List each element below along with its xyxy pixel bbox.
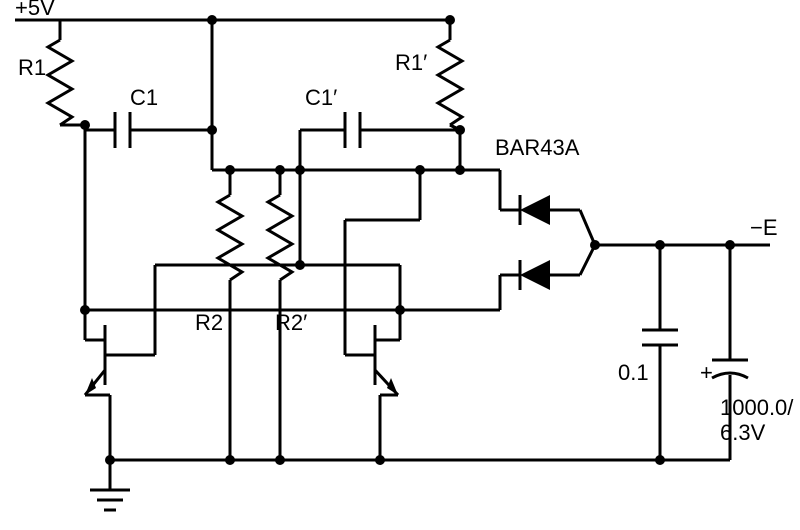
q1-emitter-arrow — [85, 378, 96, 395]
diode-top — [520, 195, 550, 225]
circuit-diagram: +5V R1 R1′ C1 C1′ R2 R2′ — [0, 0, 800, 530]
r2-prime-label: R2′ — [275, 310, 307, 335]
cap-large-label1: 1000.0/ — [720, 395, 794, 420]
q2-emitter-arrow — [387, 378, 398, 395]
resistor-r2 — [218, 195, 242, 280]
r1-label: R1 — [18, 55, 46, 80]
diode-label: BAR43A — [495, 135, 580, 160]
resistor-r1 — [48, 40, 72, 125]
resistor-r1-prime — [438, 40, 462, 125]
r2-label: R2 — [195, 310, 223, 335]
supply-label: +5V — [15, 0, 55, 20]
diode-bottom — [520, 260, 550, 290]
r1-prime-label: R1′ — [395, 50, 427, 75]
resistor-r2-prime — [268, 195, 292, 280]
cap-small-label: 0.1 — [618, 360, 649, 385]
svg-text:+: + — [700, 360, 713, 385]
output-label: −E — [750, 215, 778, 240]
c1-label: C1 — [130, 85, 158, 110]
cap-large-label2: 6.3V — [720, 420, 766, 445]
c1-prime-label: C1′ — [305, 85, 337, 110]
